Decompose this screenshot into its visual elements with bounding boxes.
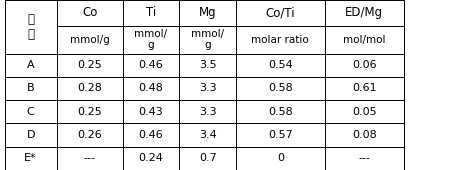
Text: 0.61: 0.61	[352, 83, 377, 94]
Text: Ti: Ti	[146, 6, 156, 19]
Text: 0.46: 0.46	[138, 130, 163, 140]
Text: 0.58: 0.58	[268, 83, 293, 94]
Text: C: C	[27, 107, 35, 117]
Text: 0.57: 0.57	[268, 130, 293, 140]
Text: 0.7: 0.7	[199, 153, 217, 163]
Text: 0.25: 0.25	[77, 107, 102, 117]
Text: Co: Co	[82, 6, 97, 19]
Text: 0.43: 0.43	[138, 107, 163, 117]
Text: 0.06: 0.06	[352, 60, 377, 70]
Text: mmol/
g: mmol/ g	[191, 29, 224, 50]
Text: 3.3: 3.3	[199, 83, 217, 94]
Text: mmol/g: mmol/g	[70, 35, 109, 45]
Text: 0.28: 0.28	[77, 83, 102, 94]
Text: 3.4: 3.4	[199, 130, 217, 140]
Text: ED/Mg: ED/Mg	[345, 6, 383, 19]
Text: A: A	[27, 60, 35, 70]
Text: B: B	[27, 83, 35, 94]
Text: 0: 0	[277, 153, 284, 163]
Text: 3.3: 3.3	[199, 107, 217, 117]
Text: 0.08: 0.08	[352, 130, 377, 140]
Text: molar ratio: molar ratio	[252, 35, 309, 45]
Text: 0.24: 0.24	[138, 153, 163, 163]
Text: 3.5: 3.5	[199, 60, 217, 70]
Text: 样
号: 样 号	[27, 13, 34, 41]
Text: Mg: Mg	[199, 6, 217, 19]
Text: 0.46: 0.46	[138, 60, 163, 70]
Text: 0.26: 0.26	[77, 130, 102, 140]
Text: mol/mol: mol/mol	[343, 35, 385, 45]
Text: 0.25: 0.25	[77, 60, 102, 70]
Text: D: D	[26, 130, 35, 140]
Text: 0.54: 0.54	[268, 60, 293, 70]
Text: Co/Ti: Co/Ti	[266, 6, 295, 19]
Text: 0.05: 0.05	[352, 107, 377, 117]
Text: ---: ---	[358, 153, 370, 163]
Text: 0.58: 0.58	[268, 107, 293, 117]
Text: 0.48: 0.48	[138, 83, 163, 94]
Text: mmol/
g: mmol/ g	[134, 29, 168, 50]
Text: E*: E*	[25, 153, 37, 163]
Text: ---: ---	[84, 153, 96, 163]
